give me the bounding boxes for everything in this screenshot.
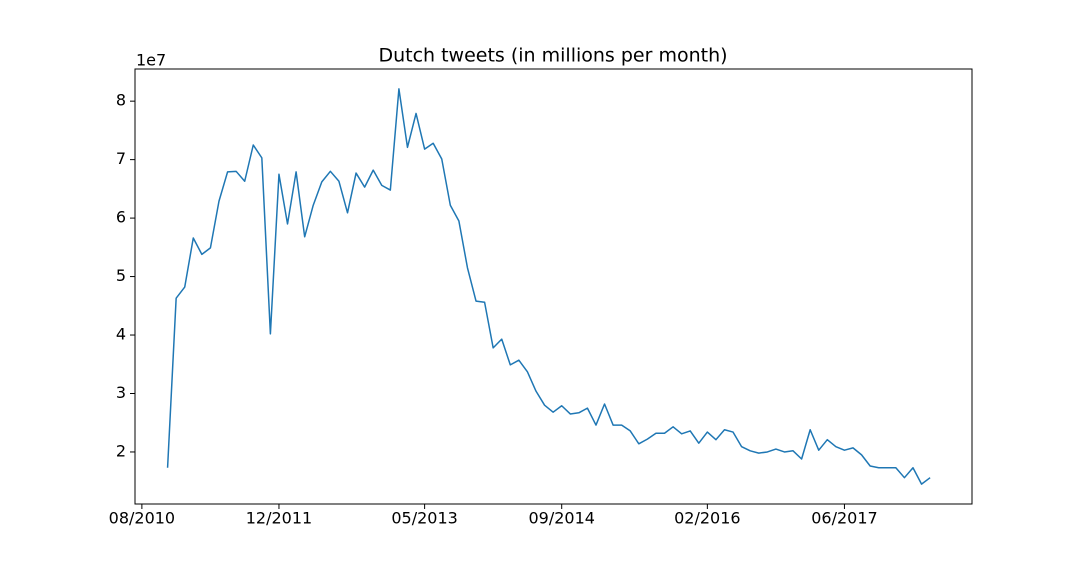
y-offset-label: 1e7 bbox=[136, 51, 166, 70]
y-tick-label: 8 bbox=[116, 91, 126, 110]
chart-title: Dutch tweets (in millions per month) bbox=[378, 45, 727, 67]
data-line bbox=[166, 88, 931, 485]
y-tick-label: 4 bbox=[116, 325, 126, 344]
x-tick-label: 06/2017 bbox=[811, 509, 877, 528]
y-tick-label: 3 bbox=[116, 383, 126, 402]
plot-frame bbox=[134, 68, 973, 505]
y-tick-label: 6 bbox=[116, 208, 126, 227]
x-tick-label: 05/2013 bbox=[391, 509, 457, 528]
y-tick-label: 5 bbox=[116, 266, 126, 285]
x-tick-label: 09/2014 bbox=[528, 509, 594, 528]
x-tick-label: 12/2011 bbox=[246, 509, 312, 528]
y-tick-label: 2 bbox=[116, 441, 126, 460]
y-tick-label: 7 bbox=[116, 149, 126, 168]
x-tick-label: 08/2010 bbox=[109, 509, 175, 528]
x-tick-label: 02/2016 bbox=[674, 509, 740, 528]
